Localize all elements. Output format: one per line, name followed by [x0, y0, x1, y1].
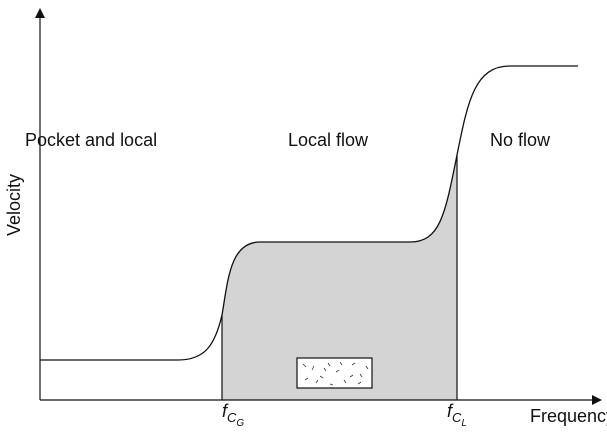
region-label: Local flow	[288, 130, 369, 150]
shaded-region	[222, 155, 457, 400]
region-label: No flow	[490, 130, 551, 150]
marker-label: fCL	[447, 401, 467, 429]
x-axis-label: Frequency	[530, 406, 607, 426]
y-axis-label: Velocity	[4, 174, 24, 236]
marker-subsub: L	[461, 418, 467, 429]
marker-label: fCG	[222, 401, 244, 429]
region-label: Pocket and local	[25, 130, 157, 150]
marker-base: f	[447, 401, 454, 421]
marker-subsub: G	[236, 418, 244, 429]
velocity-curve	[40, 65, 578, 361]
marker-base: f	[222, 401, 229, 421]
sample-box	[296, 357, 373, 389]
marker-sub: C	[452, 410, 462, 425]
marker-sub: C	[227, 410, 237, 425]
